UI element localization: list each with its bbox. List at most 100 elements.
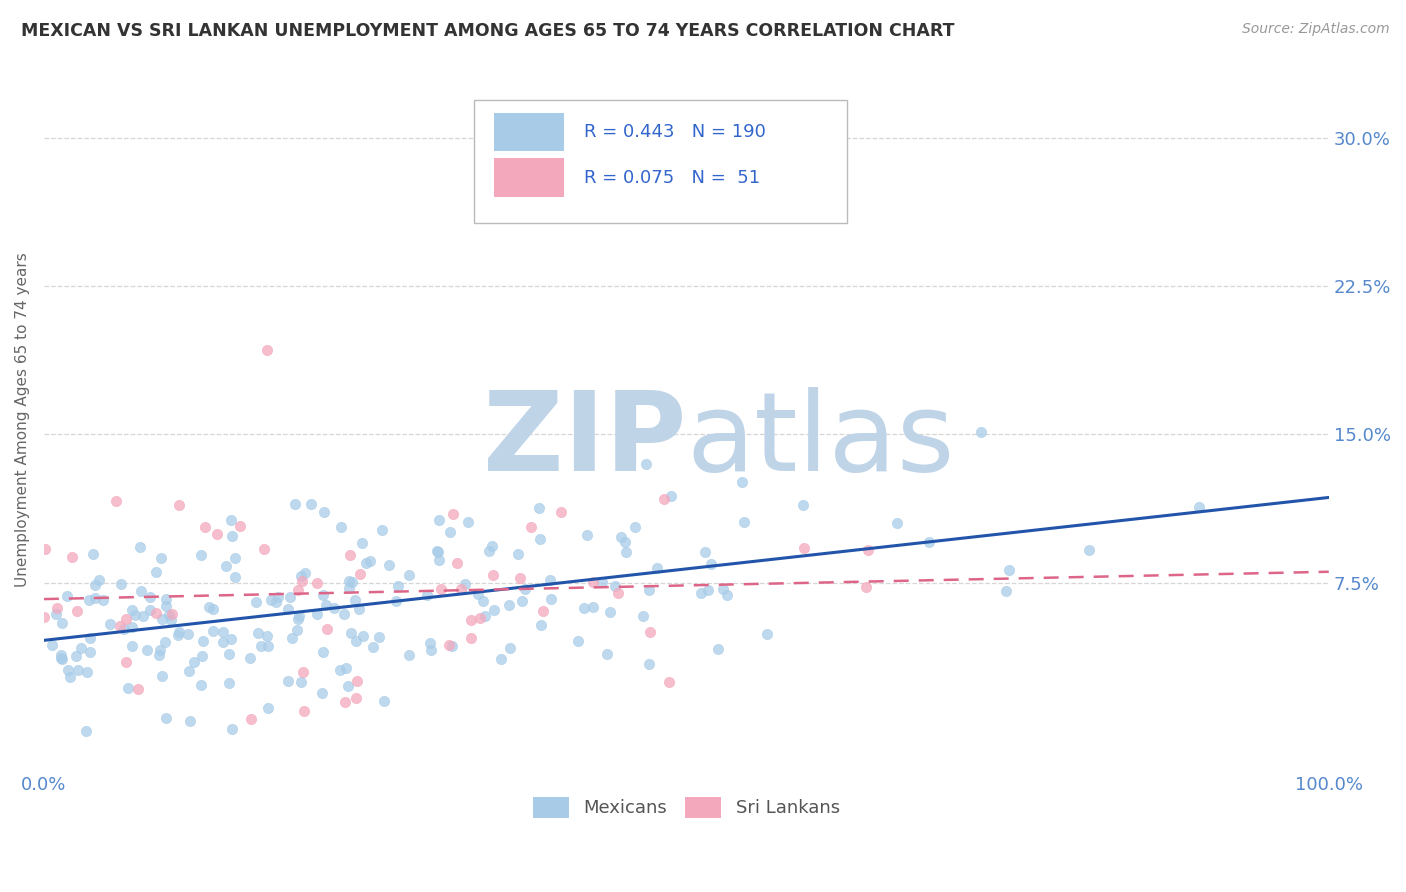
Point <box>446 556 468 570</box>
Point <box>427 553 450 567</box>
Point <box>603 579 626 593</box>
Point <box>155 711 177 725</box>
Point <box>60 550 83 565</box>
Point <box>247 626 270 640</box>
Legend: Mexicans, Sri Lankans: Mexicans, Sri Lankans <box>526 789 846 825</box>
Point <box>359 554 381 568</box>
Point <box>385 594 408 608</box>
Point <box>75 724 97 739</box>
Text: ZIP: ZIP <box>482 387 686 494</box>
Point <box>201 624 224 639</box>
Point <box>340 574 363 589</box>
Point <box>416 588 439 602</box>
Point <box>288 608 311 623</box>
Point <box>277 601 299 615</box>
Point <box>65 648 87 663</box>
Point <box>886 516 908 530</box>
Point <box>292 704 315 718</box>
Point <box>149 643 172 657</box>
Point <box>284 497 307 511</box>
Point <box>368 630 391 644</box>
Point <box>55 589 77 603</box>
Point <box>41 638 63 652</box>
Point <box>135 642 157 657</box>
Point <box>117 681 139 695</box>
Point <box>264 595 287 609</box>
Point <box>329 663 352 677</box>
Point <box>312 505 335 519</box>
Point <box>229 519 252 533</box>
Point <box>112 622 135 636</box>
Text: R = 0.443   N = 190: R = 0.443 N = 190 <box>583 123 765 141</box>
Point <box>312 588 335 602</box>
Point <box>260 593 283 607</box>
Point <box>659 489 682 503</box>
Point <box>201 602 224 616</box>
Point <box>183 655 205 669</box>
Point <box>472 593 495 607</box>
Point <box>219 512 242 526</box>
Point <box>640 624 662 639</box>
Point <box>337 581 360 595</box>
Point <box>346 690 368 705</box>
Point <box>856 543 879 558</box>
Point <box>339 549 361 563</box>
Point <box>79 645 101 659</box>
Point <box>634 458 657 472</box>
Point <box>221 722 243 736</box>
Point <box>512 594 534 608</box>
Text: R = 0.075   N =  51: R = 0.075 N = 51 <box>583 169 759 186</box>
Point <box>647 561 669 575</box>
Point <box>256 639 278 653</box>
Point <box>481 567 503 582</box>
Point <box>311 645 333 659</box>
Point <box>292 665 315 680</box>
Point <box>624 520 647 534</box>
FancyBboxPatch shape <box>474 100 846 223</box>
Point <box>256 701 278 715</box>
Point <box>1188 500 1211 515</box>
Point <box>285 623 308 637</box>
Point <box>245 595 267 609</box>
Point <box>440 639 463 653</box>
Point <box>159 613 181 627</box>
Point <box>56 663 79 677</box>
Point <box>121 640 143 654</box>
Point <box>150 612 173 626</box>
Point <box>498 598 520 612</box>
Point <box>194 520 217 534</box>
Point <box>290 569 312 583</box>
Point <box>155 635 177 649</box>
Point <box>250 639 273 653</box>
Point <box>193 633 215 648</box>
Point <box>179 714 201 728</box>
Point <box>499 641 522 656</box>
Point <box>426 544 449 558</box>
FancyBboxPatch shape <box>494 112 564 152</box>
Point <box>344 633 367 648</box>
Point <box>792 499 814 513</box>
Point <box>707 641 730 656</box>
Point <box>105 494 128 508</box>
Point <box>697 582 720 597</box>
Point <box>287 583 309 598</box>
Point <box>79 632 101 646</box>
Point <box>224 551 246 566</box>
Point <box>211 635 233 649</box>
Point <box>49 648 72 662</box>
Point <box>305 607 328 622</box>
Point <box>638 657 661 671</box>
Point <box>550 505 572 519</box>
Point <box>467 586 489 600</box>
FancyBboxPatch shape <box>494 159 564 197</box>
Point <box>34 542 56 557</box>
Point <box>450 582 472 596</box>
Point <box>108 618 131 632</box>
Point <box>484 602 506 616</box>
Point <box>179 664 201 678</box>
Point <box>82 547 104 561</box>
Text: Source: ZipAtlas.com: Source: ZipAtlas.com <box>1241 22 1389 37</box>
Point <box>441 507 464 521</box>
Point <box>131 584 153 599</box>
Point <box>343 593 366 607</box>
